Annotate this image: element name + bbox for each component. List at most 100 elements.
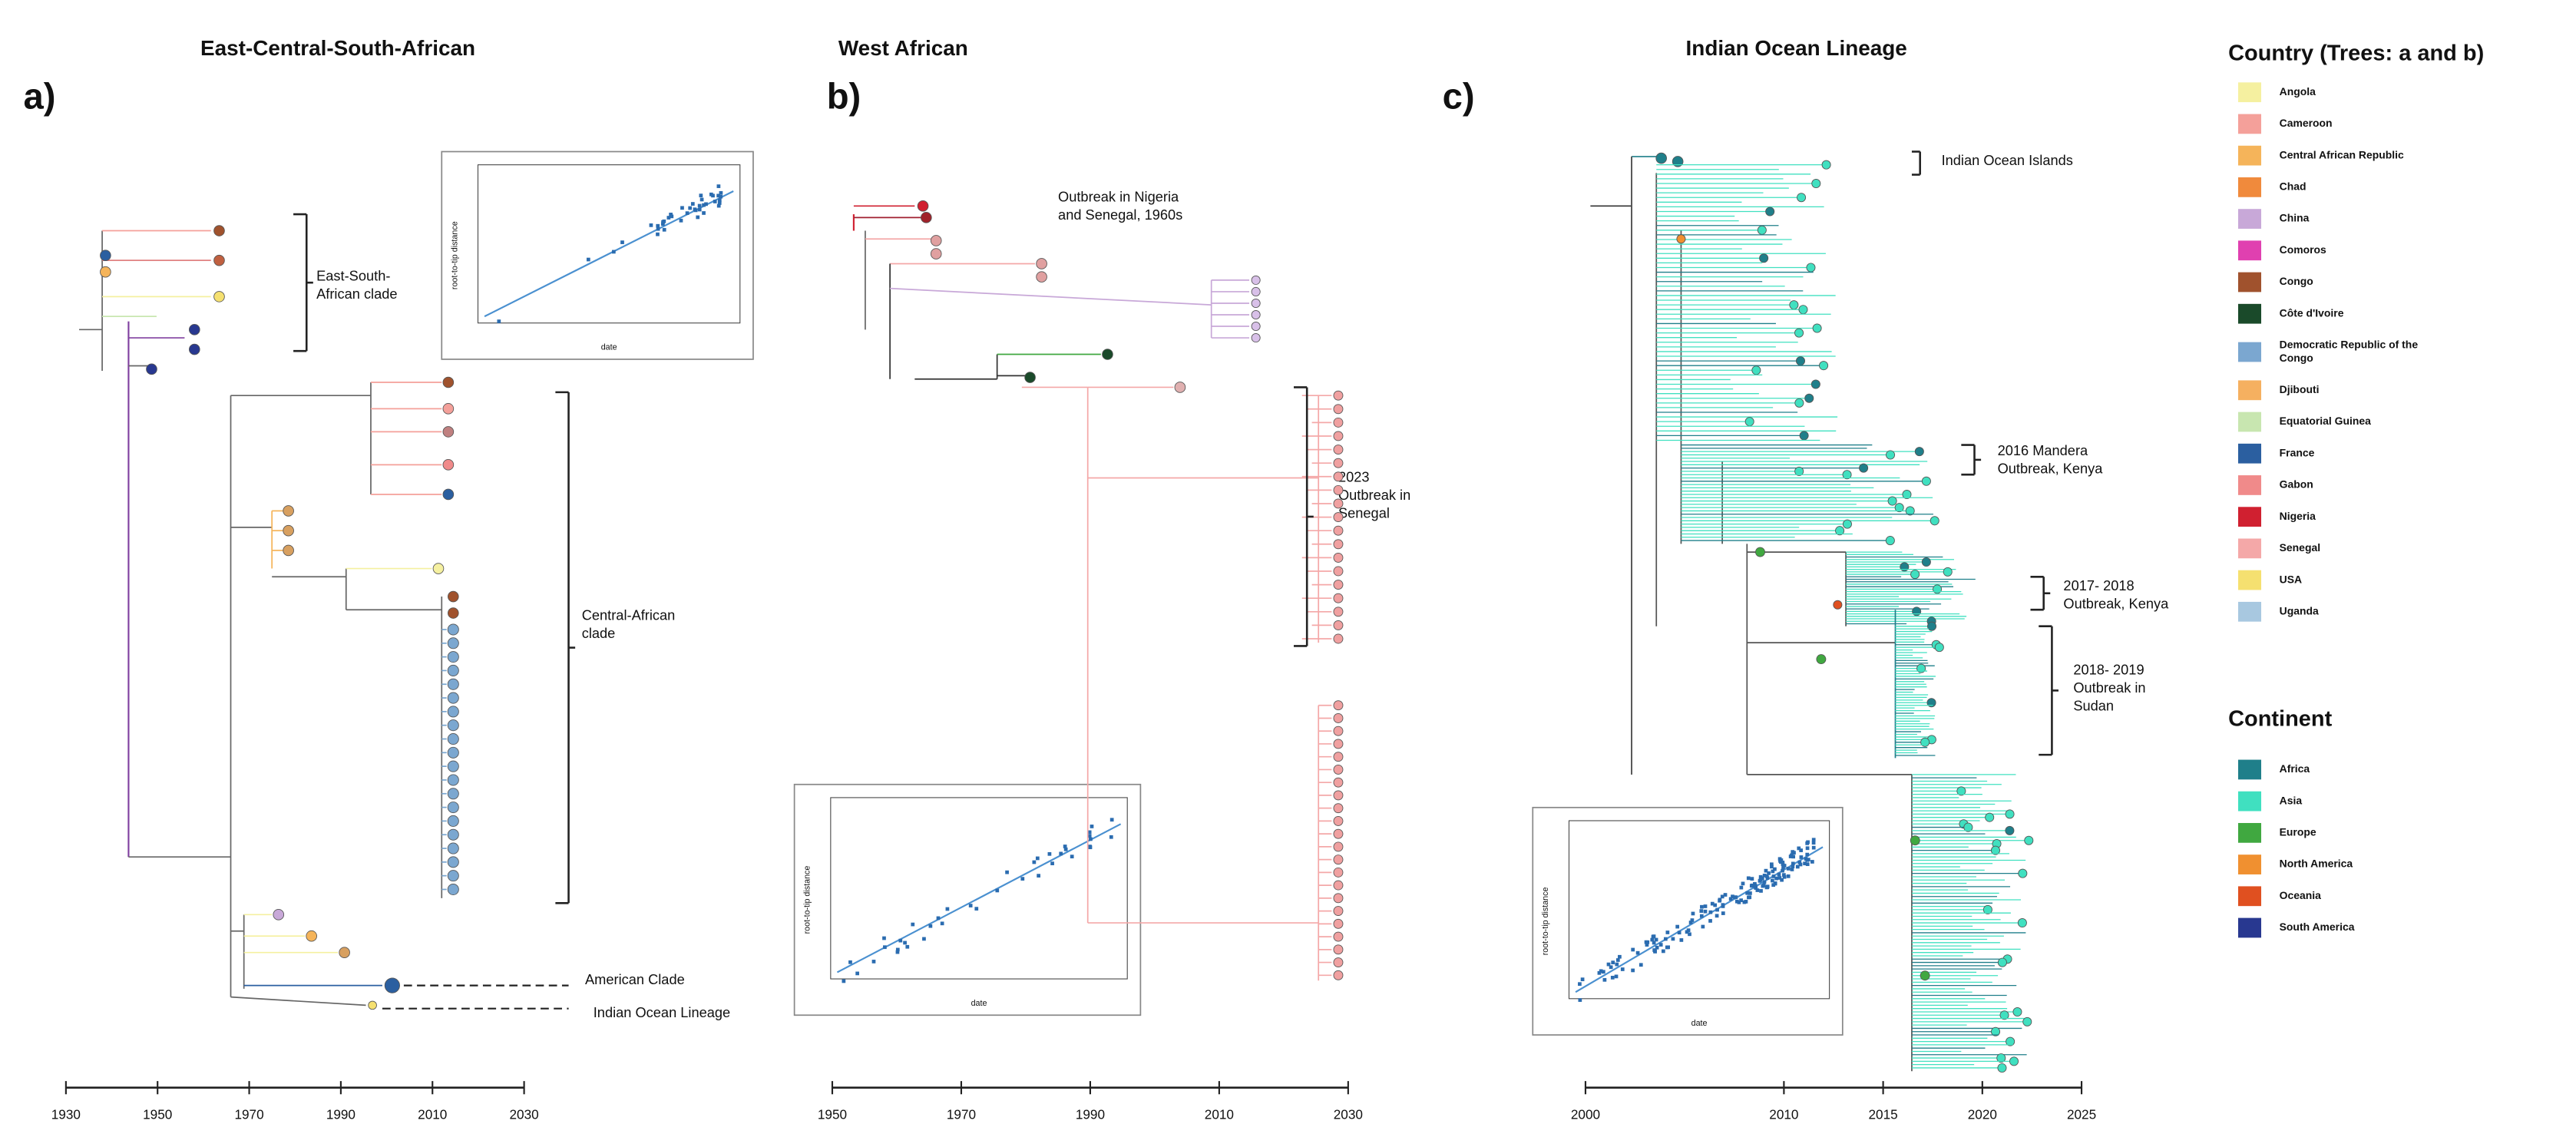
axis-tick-label: 2000 (1571, 1107, 1600, 1122)
tip (1930, 516, 1939, 526)
tip (1024, 372, 1036, 383)
inset-point (1047, 851, 1052, 856)
inset-point (1700, 904, 1704, 909)
tip (447, 664, 459, 676)
inset-point (1765, 885, 1770, 890)
tip (2024, 835, 2034, 845)
tip (1251, 309, 1261, 320)
tip (1794, 328, 1804, 338)
inset-point (1631, 947, 1635, 952)
tip (1821, 160, 1831, 170)
inset-point (1782, 874, 1787, 879)
inset-point (1109, 818, 1114, 822)
inset-point (922, 937, 926, 941)
tip (1333, 918, 1344, 929)
inset-point (1790, 868, 1794, 871)
tip (1920, 737, 1930, 747)
inset-point (1090, 825, 1094, 828)
tip (1819, 361, 1829, 371)
inset-point (1645, 943, 1649, 947)
inset-point (656, 226, 660, 231)
legend-label: Oceania (2280, 889, 2321, 901)
tip (306, 930, 317, 942)
tip (1251, 333, 1261, 343)
inset-point (1723, 893, 1728, 897)
clade-annotation: 2017- 2018 (2063, 577, 2134, 593)
inset-point (1748, 891, 1752, 895)
inset-point (1578, 998, 1582, 1002)
tip (1806, 263, 1816, 273)
inset-point (1762, 880, 1767, 884)
panel-title: East-Central-South-African (200, 36, 475, 60)
tip (1333, 498, 1344, 509)
tip (1251, 275, 1261, 285)
tip (1333, 525, 1344, 536)
inset-point (1781, 868, 1784, 873)
tip (1794, 466, 1804, 476)
tip (1859, 463, 1869, 473)
inset-point (1652, 940, 1656, 945)
legend-label: North America (2280, 858, 2353, 870)
tip (2009, 1056, 2019, 1066)
tip (1914, 447, 1924, 457)
inset-point (1749, 884, 1754, 888)
inset-point (1639, 963, 1643, 967)
legend-label: Gabon (2280, 478, 2313, 491)
tip (1886, 450, 1896, 460)
tip (1811, 178, 1821, 189)
tip (447, 856, 459, 868)
clade-annotation: Indian Ocean Lineage (594, 1004, 730, 1020)
tip (146, 363, 157, 375)
legend-label: Asia (2280, 794, 2303, 806)
legend-swatch (2237, 601, 2262, 622)
inset-point (1774, 876, 1778, 881)
tip (1842, 470, 1852, 480)
panel-label: c) (1443, 76, 1475, 117)
legend-swatch (2237, 886, 2262, 907)
inset-point (1755, 888, 1760, 892)
tip (447, 590, 459, 603)
tip (1174, 382, 1186, 393)
tip (1795, 356, 1806, 366)
tip (1333, 867, 1344, 878)
inset-point (1746, 876, 1751, 881)
inset-point (1786, 874, 1791, 878)
legend-title: Continent (2228, 707, 2333, 732)
inset-point (1685, 930, 1689, 934)
inset-plot (477, 164, 741, 324)
inset-point (1764, 868, 1768, 873)
tip (1799, 431, 1809, 441)
inset-point (685, 211, 689, 215)
inset-frame (1532, 806, 1844, 1036)
inset-point (1020, 877, 1025, 881)
inset-point (1087, 834, 1092, 838)
tip (447, 678, 459, 690)
tip (447, 637, 459, 650)
branch (890, 287, 1212, 306)
tip (1842, 519, 1852, 529)
legend-label: USA (2280, 573, 2302, 585)
tip (1963, 822, 1973, 832)
inset-point (1786, 867, 1791, 871)
tip (447, 746, 459, 759)
tip (1885, 536, 1895, 546)
inset-point (586, 257, 590, 262)
legend-label: Africa (2280, 762, 2310, 775)
axis-tick-label: 2020 (1968, 1107, 1997, 1122)
inset-y-label: root-to-tip distance (450, 221, 459, 289)
tip (1333, 458, 1344, 468)
inset-point (669, 213, 673, 217)
inset-point (1615, 962, 1619, 967)
tip (1759, 253, 1769, 263)
tip (1333, 957, 1344, 968)
tip (1933, 584, 1943, 594)
inset-point (1777, 857, 1782, 861)
inset-point (697, 207, 702, 212)
tip (1789, 300, 1799, 310)
tip (1999, 1010, 2009, 1020)
inset-point (1810, 860, 1814, 864)
tip (447, 607, 459, 619)
tip (1333, 431, 1344, 441)
tip (1676, 234, 1686, 244)
tip (1333, 893, 1344, 904)
